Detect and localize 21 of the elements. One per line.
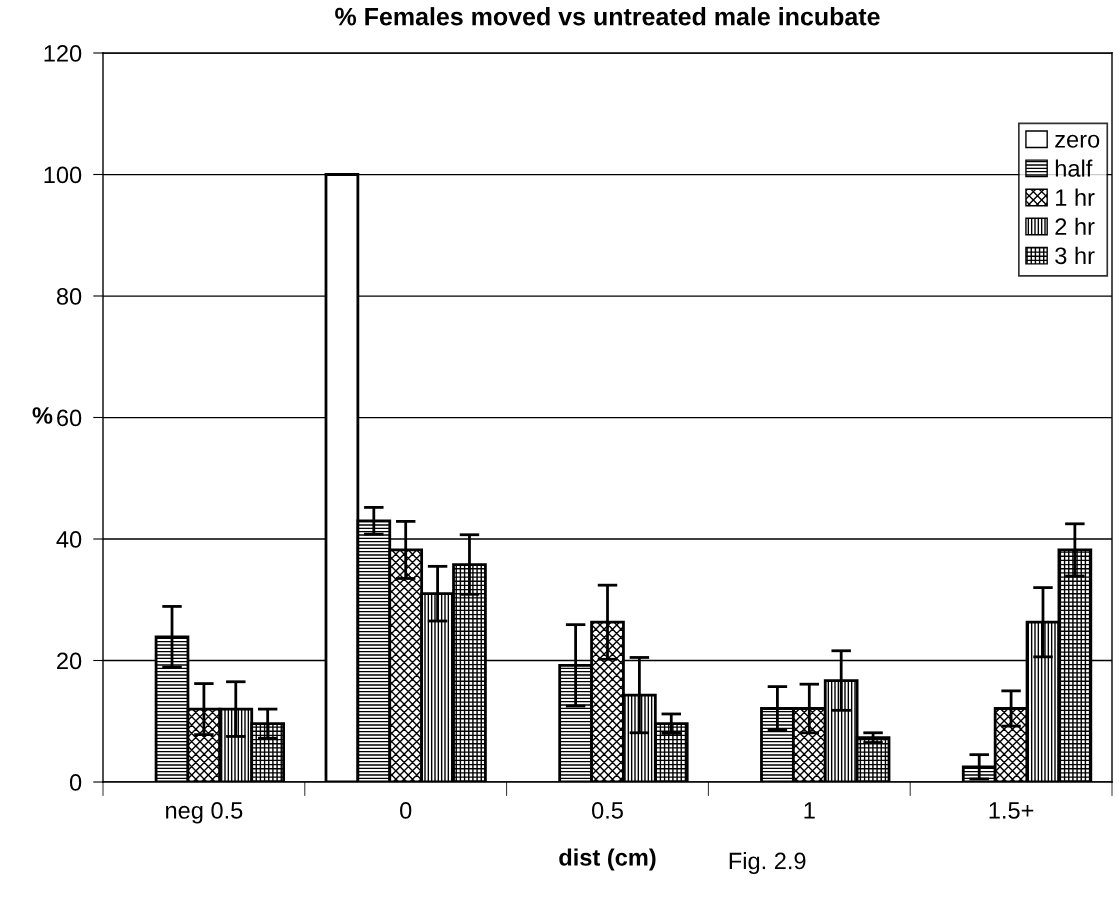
x-tick-label: neg 0.5 [166, 802, 243, 824]
y-tick-label: 120 [44, 45, 82, 62]
x-axis-title: dist (cm) [559, 848, 656, 871]
y-axis-title: % [32, 407, 53, 424]
x-tick-label: 1 [804, 802, 815, 819]
x-tick-label: 1.5+ [989, 802, 1034, 819]
legend-label: 2 hr [1055, 217, 1095, 235]
legend-label: 3 hr [1055, 246, 1095, 265]
y-tick-label: 80 [56, 288, 82, 305]
legend-label: 1 hr [1056, 188, 1095, 206]
x-tick-label: 0.5 [592, 802, 623, 819]
legend-label: zero [1055, 134, 1100, 148]
legend-label: half [1055, 159, 1093, 177]
x-tick-label: 0 [400, 802, 412, 819]
chart-title: % Females moved vs untreated male incubate [335, 7, 880, 26]
y-tick-label: 20 [57, 652, 82, 670]
y-tick-label: 60 [57, 409, 82, 427]
y-tick-label: 100 [44, 166, 82, 184]
y-tick-label: 0 [69, 774, 82, 791]
caption: Fig. 2.9 [729, 851, 806, 875]
y-tick-label: 40 [56, 531, 82, 548]
